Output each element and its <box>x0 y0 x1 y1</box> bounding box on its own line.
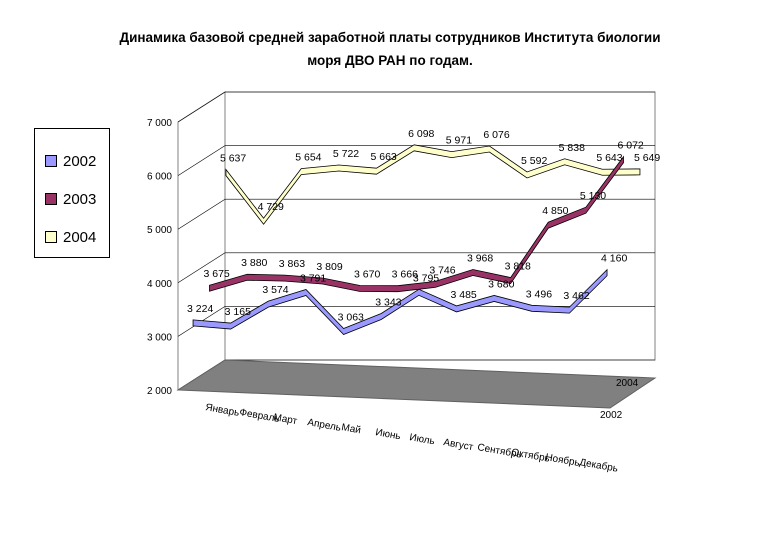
data-label-2004: 5 592 <box>521 155 547 167</box>
data-label-2003: 3 809 <box>316 261 342 273</box>
chart-title: Динамика базовой средней заработной плат… <box>60 26 720 72</box>
data-label-2004: 5 654 <box>295 152 321 164</box>
data-label-2002: 3 343 <box>375 297 401 309</box>
legend-swatch-2003 <box>45 193 57 205</box>
data-label-2003: 3 670 <box>354 268 380 280</box>
data-label-2003: 3 863 <box>279 258 305 270</box>
chart-title-line2: моря ДВО РАН по годам. <box>307 53 473 68</box>
series-ribbon-2002 <box>192 268 608 335</box>
data-label-2004: 5 637 <box>220 153 246 165</box>
data-label-2004: 5 643 <box>596 152 622 164</box>
x-tick-label: Август <box>442 437 474 453</box>
data-label-2002: 3 165 <box>225 306 251 318</box>
y-tick-label: 5 000 <box>147 225 172 236</box>
back-wall <box>224 91 656 361</box>
gridline-side <box>177 198 226 230</box>
gridline-side <box>177 145 226 176</box>
legend-swatch-2004 <box>45 231 57 243</box>
data-label-2003: 3 666 <box>392 269 418 281</box>
x-tick-label: Ноябрь <box>544 451 580 469</box>
legend-item-2003: 2003 <box>45 189 96 209</box>
x-tick-label: Апрель <box>306 417 341 434</box>
data-label-2003: 6 072 <box>618 140 644 152</box>
legend-item-2002: 2002 <box>45 151 96 171</box>
legend-item-2004: 2004 <box>45 227 96 247</box>
data-label-2003: 5 130 <box>580 190 606 202</box>
data-label-2004: 4 729 <box>258 201 284 213</box>
chart-title-line1: Динамика базовой средней заработной плат… <box>119 30 661 45</box>
data-label-2004: 5 838 <box>559 142 585 154</box>
legend-label-2002: 2002 <box>63 152 97 170</box>
series-ribbon-2004 <box>225 144 641 225</box>
data-label-2003: 3 968 <box>467 253 493 265</box>
depth-label-2004: 2004 <box>616 378 639 389</box>
series-ribbon-2003 <box>209 155 624 293</box>
x-tick-label: Июль <box>408 432 435 447</box>
x-tick-label: Май <box>340 422 361 436</box>
y-tick-label: 3 000 <box>147 332 172 343</box>
data-label-2003: 3 880 <box>241 257 267 269</box>
data-label-2002: 3 462 <box>563 290 589 302</box>
y-tick-label: 4 000 <box>147 279 172 290</box>
y-tick-label: 7 000 <box>147 118 172 129</box>
data-label-2002: 3 795 <box>413 272 439 284</box>
data-label-2003: 3 746 <box>429 264 455 276</box>
gridline-side <box>177 91 226 123</box>
side-wall <box>177 91 226 391</box>
data-label-2002: 3 485 <box>451 289 477 301</box>
data-label-2004: 5 971 <box>446 135 472 147</box>
data-label-2003: 3 818 <box>505 261 531 273</box>
y-tick-label: 6 000 <box>147 172 172 183</box>
legend-swatch-2002 <box>45 155 57 167</box>
data-label-2002: 3 063 <box>338 312 364 324</box>
x-tick-label: Март <box>272 412 298 427</box>
data-label-2002: 3 224 <box>187 303 213 315</box>
y-tick-label: 2 000 <box>147 386 172 397</box>
data-label-2002: 3 496 <box>526 288 552 300</box>
data-label-2002: 3 680 <box>488 278 514 290</box>
data-label-2004: 5 722 <box>333 148 359 160</box>
data-label-2002: 3 574 <box>262 284 288 296</box>
x-tick-label: Июнь <box>374 427 401 442</box>
data-label-2004: 5 663 <box>370 151 396 163</box>
data-label-2002: 4 160 <box>601 253 627 265</box>
x-tick-label: Январь <box>204 402 240 419</box>
data-label-2004: 6 076 <box>483 129 509 141</box>
legend-label-2003: 2003 <box>63 190 97 208</box>
data-label-2004: 6 098 <box>408 128 434 140</box>
data-label-2003: 3 675 <box>204 268 230 280</box>
data-label-2003: 4 850 <box>542 205 568 217</box>
data-label-2002: 3 791 <box>300 273 326 285</box>
depth-label-2002: 2002 <box>600 410 623 421</box>
chart-legend: 2002 2003 2004 <box>34 128 110 258</box>
floor <box>176 359 657 409</box>
legend-label-2004: 2004 <box>63 228 97 246</box>
x-tick-label: Декабрь <box>578 456 618 475</box>
data-label-2004: 5 649 <box>634 152 660 164</box>
gridline-side <box>177 252 226 284</box>
